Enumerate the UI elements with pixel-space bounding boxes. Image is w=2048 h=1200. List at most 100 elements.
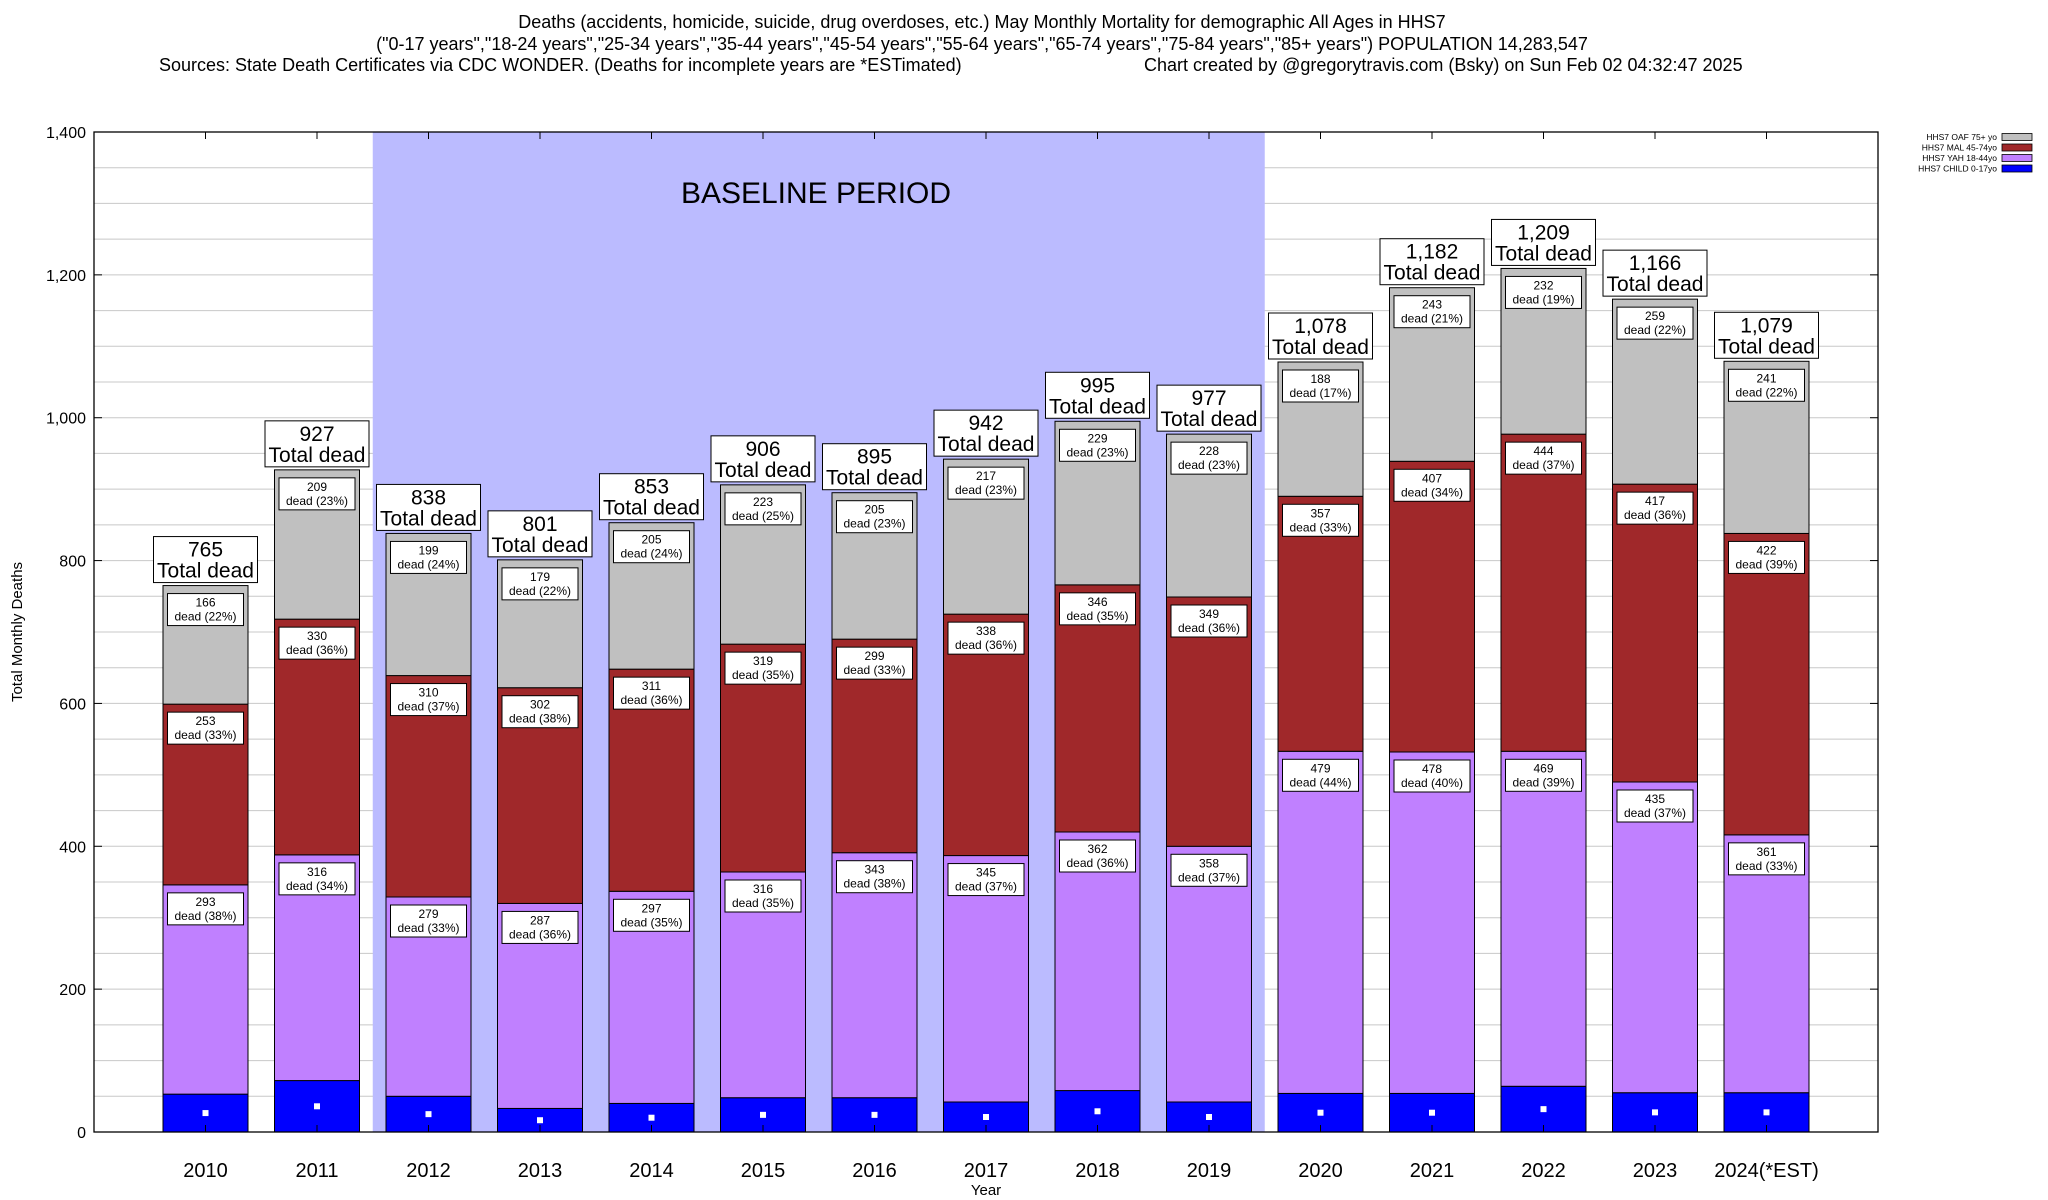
segment-percent-label: dead (19%) <box>1512 292 1574 306</box>
segment-value-label: 253 <box>195 714 215 728</box>
segment-percent-label: dead (36%) <box>620 693 682 707</box>
x-tick-label: 2023 <box>1633 1160 1678 1182</box>
segment-label-box <box>724 492 802 526</box>
total-value-label: 1,182 <box>1406 241 1459 264</box>
segment-label-box <box>613 530 690 564</box>
segment-percent-label: dead (36%) <box>509 927 571 941</box>
x-tick-label: 2020 <box>1298 1160 1343 1182</box>
total-value-label: 765 <box>188 539 223 562</box>
segment-value-label: 205 <box>864 503 884 517</box>
x-tick-label: 2019 <box>1187 1160 1232 1182</box>
segment-percent-label: dead (36%) <box>955 638 1017 652</box>
x-tick-label: 2014 <box>629 1160 674 1182</box>
segment-label-box <box>1059 592 1136 626</box>
total-caption-label: Total dead <box>492 534 589 557</box>
segment-percent-label: dead (36%) <box>1178 621 1240 635</box>
segment-percent-label: dead (38%) <box>843 877 905 891</box>
segment-value-label: 279 <box>418 907 438 921</box>
segment-value-label: 259 <box>1645 309 1665 323</box>
segment-value-label: 316 <box>753 882 773 896</box>
segment-value-label: 199 <box>418 543 438 557</box>
segment-label-box <box>167 892 244 926</box>
segment-label-box <box>1393 468 1471 502</box>
segment-value-label: 422 <box>1756 543 1776 557</box>
segment-label-box <box>836 646 913 680</box>
segment-percent-label: dead (39%) <box>1735 557 1797 571</box>
total-label-box <box>153 536 258 584</box>
segment-value-label: 444 <box>1533 444 1553 458</box>
total-label-box <box>1491 218 1596 266</box>
bar-segment <box>1277 750 1364 1094</box>
segment-value-label: 478 <box>1422 762 1442 776</box>
segment-percent-label: dead (23%) <box>1178 458 1240 472</box>
segment-value-label: 349 <box>1199 607 1219 621</box>
child-segment-marker <box>1317 1109 1324 1116</box>
child-segment-marker <box>871 1111 878 1118</box>
segment-value-label: 435 <box>1645 792 1665 806</box>
segment-label-box <box>1393 295 1471 329</box>
y-tick-label: 1,000 <box>46 411 86 428</box>
total-value-label: 942 <box>968 412 1003 435</box>
child-segment-marker <box>1206 1114 1212 1120</box>
segment-value-label: 361 <box>1756 845 1776 859</box>
x-tick-label: 2022 <box>1521 1160 1566 1182</box>
bar-segment <box>1277 495 1364 752</box>
total-label-box <box>1156 384 1262 432</box>
segment-value-label: 179 <box>530 570 550 584</box>
total-caption-label: Total dead <box>157 560 254 583</box>
segment-percent-label: dead (37%) <box>1178 870 1240 884</box>
segment-label-box <box>947 863 1025 897</box>
segment-percent-label: dead (17%) <box>1289 386 1351 400</box>
x-tick-label: 2012 <box>406 1160 451 1182</box>
chart-credit: Chart created by @gregorytravis.com (Bsk… <box>1144 55 1743 75</box>
total-label-box <box>264 420 370 468</box>
segment-value-label: 302 <box>530 698 550 712</box>
child-segment-marker <box>983 1114 989 1120</box>
total-label-box <box>710 435 816 483</box>
total-caption-label: Total dead <box>269 444 366 467</box>
segment-value-label: 358 <box>1199 856 1219 870</box>
total-caption-label: Total dead <box>1161 408 1258 431</box>
segment-value-label: 166 <box>195 596 215 610</box>
total-label-box <box>822 443 927 491</box>
legend-swatch <box>2001 154 2033 162</box>
segment-percent-label: dead (23%) <box>955 483 1017 497</box>
bar-segment <box>1723 532 1810 836</box>
segment-value-label: 345 <box>976 866 996 880</box>
segment-label-box <box>836 500 913 534</box>
segment-label-box <box>278 862 356 896</box>
total-value-label: 927 <box>299 423 334 446</box>
segment-value-label: 232 <box>1533 278 1553 292</box>
segment-label-box <box>1616 491 1694 525</box>
total-value-label: 1,079 <box>1740 314 1793 337</box>
segment-label-box <box>1728 368 1805 402</box>
chart-title: Deaths (accidents, homicide, suicide, dr… <box>518 12 1445 32</box>
x-tick-label: 2015 <box>741 1160 786 1182</box>
total-value-label: 977 <box>1191 387 1226 410</box>
x-tick-label: 2010 <box>183 1160 228 1182</box>
x-tick-label: 2021 <box>1410 1160 1455 1182</box>
segment-value-label: 243 <box>1422 298 1442 312</box>
segment-label-box <box>1170 604 1248 638</box>
segment-percent-label: dead (23%) <box>843 517 905 531</box>
total-caption-label: Total dead <box>603 497 700 520</box>
segment-percent-label: dead (38%) <box>509 712 571 726</box>
bar-segment <box>1389 751 1475 1094</box>
segment-percent-label: dead (37%) <box>397 700 459 714</box>
segment-value-label: 469 <box>1533 761 1553 775</box>
total-value-label: 801 <box>522 513 557 536</box>
total-label-box <box>1714 311 1819 359</box>
total-caption-label: Total dead <box>1718 335 1815 358</box>
total-label-box <box>1268 312 1373 360</box>
child-segment-marker <box>760 1111 766 1118</box>
total-label-box <box>599 473 704 521</box>
x-tick-label: 2018 <box>1075 1160 1120 1182</box>
bar-segment <box>943 855 1029 1103</box>
segment-percent-label: dead (24%) <box>620 547 682 561</box>
segment-label-box <box>167 711 244 745</box>
stacked-bars <box>162 267 1810 1133</box>
chart-source: Sources: State Death Certificates via CD… <box>159 55 962 75</box>
segment-percent-label: dead (23%) <box>1066 445 1128 459</box>
